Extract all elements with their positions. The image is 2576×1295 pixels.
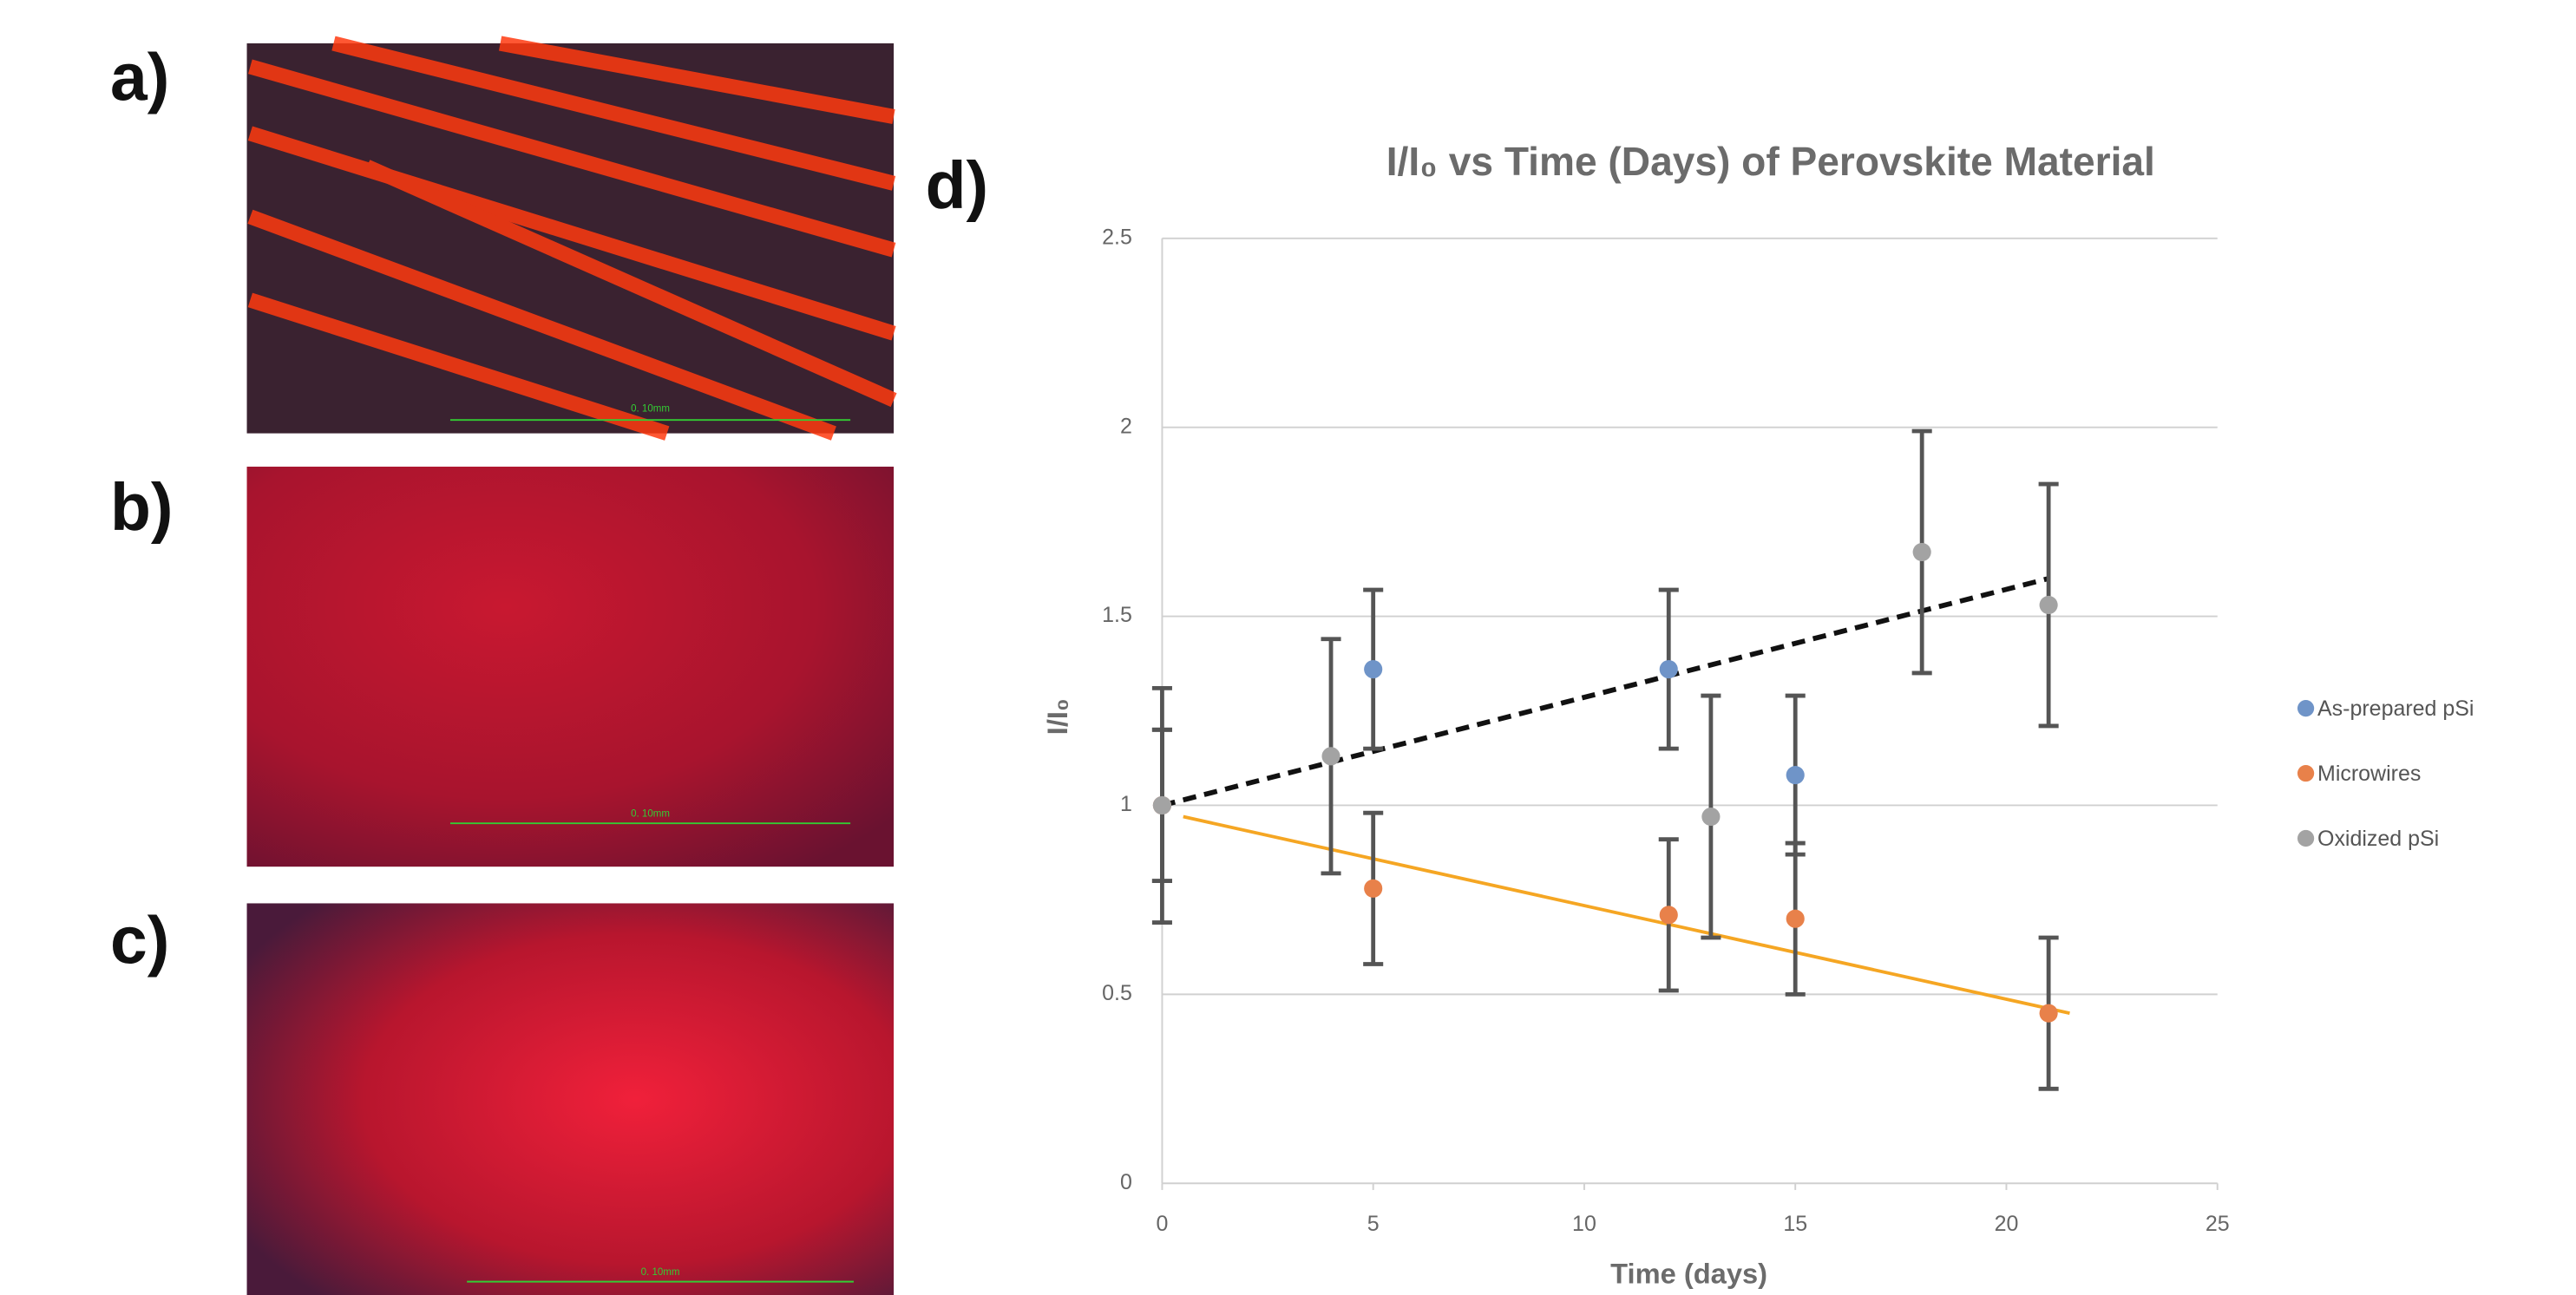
y-tick-label: 0: [1120, 1170, 1132, 1194]
data-point: [1321, 747, 1340, 766]
legend-marker: [2297, 829, 2315, 847]
micrograph-b: [246, 467, 895, 867]
x-tick-label: 20: [1995, 1212, 2019, 1236]
data-point: [1364, 660, 1383, 679]
micrograph-c: [246, 903, 895, 1295]
x-tick-label: 10: [1572, 1212, 1596, 1236]
data-point: [1659, 660, 1678, 679]
x-tick-label: 15: [1783, 1212, 1807, 1236]
y-tick-label: 0.5: [1102, 981, 1132, 1005]
trendline: [1161, 576, 2049, 808]
panel-label: b): [110, 470, 174, 545]
micrograph-a: [246, 36, 897, 441]
data-point: [1701, 807, 1721, 827]
data-point: [1912, 542, 1931, 562]
scale-label: 0. 10mm: [641, 1267, 680, 1278]
x-tick-label: 25: [2206, 1212, 2230, 1236]
y-tick-label: 2: [1120, 414, 1132, 438]
y-tick-label: 1: [1120, 792, 1132, 816]
panel-label: c): [110, 904, 169, 978]
panel-label: d): [926, 148, 989, 223]
legend-marker: [2297, 764, 2315, 782]
data-point: [1786, 766, 1805, 785]
x-tick-label: 5: [1367, 1212, 1380, 1236]
panel-label: a): [110, 40, 169, 114]
data-point: [1659, 906, 1678, 925]
y-tick-label: 1.5: [1102, 603, 1132, 627]
plot: 0 0.5 1 1.5 2 2.5 0 5 10 15 20 25 As-prepared pSi Mic…: [1102, 225, 2474, 1236]
scale-label: 0. 10mm: [631, 809, 670, 820]
x-axis-label: Time (days): [1610, 1258, 1767, 1290]
data-point: [2039, 595, 2058, 615]
data-point: [2039, 1004, 2058, 1023]
scale-label: 0. 10mm: [631, 404, 670, 415]
chart-title: I/I₀ vs Time (Days) of Perovskite Materi…: [1386, 139, 2155, 184]
legend-label: As-prepared pSi: [2317, 697, 2474, 721]
y-tick-label: 2.5: [1102, 225, 1132, 249]
data-point: [1364, 879, 1383, 898]
legend-marker: [2297, 700, 2315, 717]
trendline: [1183, 814, 2070, 1016]
legend-label: Microwires: [2317, 762, 2421, 786]
x-tick-label: 0: [1156, 1212, 1168, 1236]
y-axis-label: I/I₀: [1041, 698, 1073, 735]
data-point: [1152, 795, 1171, 815]
data-point: [1786, 909, 1805, 928]
legend-label: Oxidized pSi: [2317, 827, 2439, 851]
